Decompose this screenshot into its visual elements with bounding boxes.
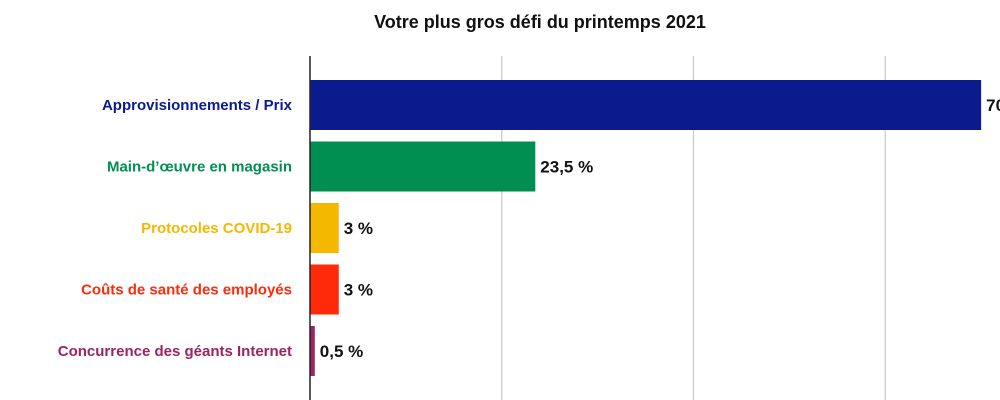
- data-label: 70 %: [986, 96, 1000, 115]
- bar: [310, 326, 315, 376]
- data-label: 3 %: [344, 281, 373, 300]
- category-label: Main-d’œuvre en magasin: [107, 159, 292, 176]
- category-label: Protocoles COVID-19: [141, 220, 292, 237]
- data-label: 23,5 %: [540, 158, 593, 177]
- category-label: Coûts de santé des employés: [81, 282, 292, 299]
- data-label: 3 %: [344, 219, 373, 238]
- data-label: 0,5 %: [320, 342, 363, 361]
- bar: [310, 264, 339, 315]
- chart-title: Votre plus gros défi du printemps 2021: [374, 12, 706, 32]
- bar: [310, 80, 982, 130]
- bar: [310, 203, 339, 253]
- category-label: Concurrence des géants Internet: [58, 343, 292, 360]
- category-label: Approvisionnements / Prix: [102, 97, 293, 114]
- bar: [310, 141, 536, 192]
